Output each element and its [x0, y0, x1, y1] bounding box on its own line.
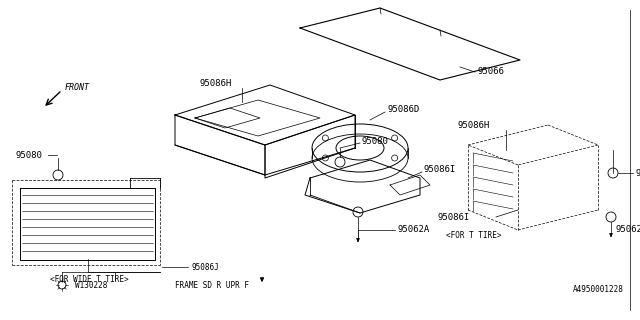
- Text: FRONT: FRONT: [65, 83, 90, 92]
- Text: 95086H: 95086H: [458, 121, 490, 130]
- Text: W130228: W130228: [75, 281, 108, 290]
- Text: 95086H: 95086H: [200, 78, 232, 87]
- Text: FRAME SD R UPR F: FRAME SD R UPR F: [175, 281, 249, 290]
- Text: 95062A: 95062A: [397, 226, 429, 235]
- Text: <FOR T TIRE>: <FOR T TIRE>: [446, 230, 502, 239]
- Text: 95086I: 95086I: [424, 165, 456, 174]
- Text: 95086D: 95086D: [388, 106, 420, 115]
- Text: 95066: 95066: [477, 68, 504, 76]
- Text: 95086J: 95086J: [192, 262, 220, 271]
- Text: <FOR WIDE T TIRE>: <FOR WIDE T TIRE>: [50, 275, 129, 284]
- Text: 95080: 95080: [635, 169, 640, 178]
- Text: 95080: 95080: [16, 150, 43, 159]
- Text: 95086I: 95086I: [438, 212, 470, 221]
- Text: 95062A: 95062A: [616, 226, 640, 235]
- Text: A4950001228: A4950001228: [573, 285, 624, 294]
- Text: 95080: 95080: [362, 137, 389, 146]
